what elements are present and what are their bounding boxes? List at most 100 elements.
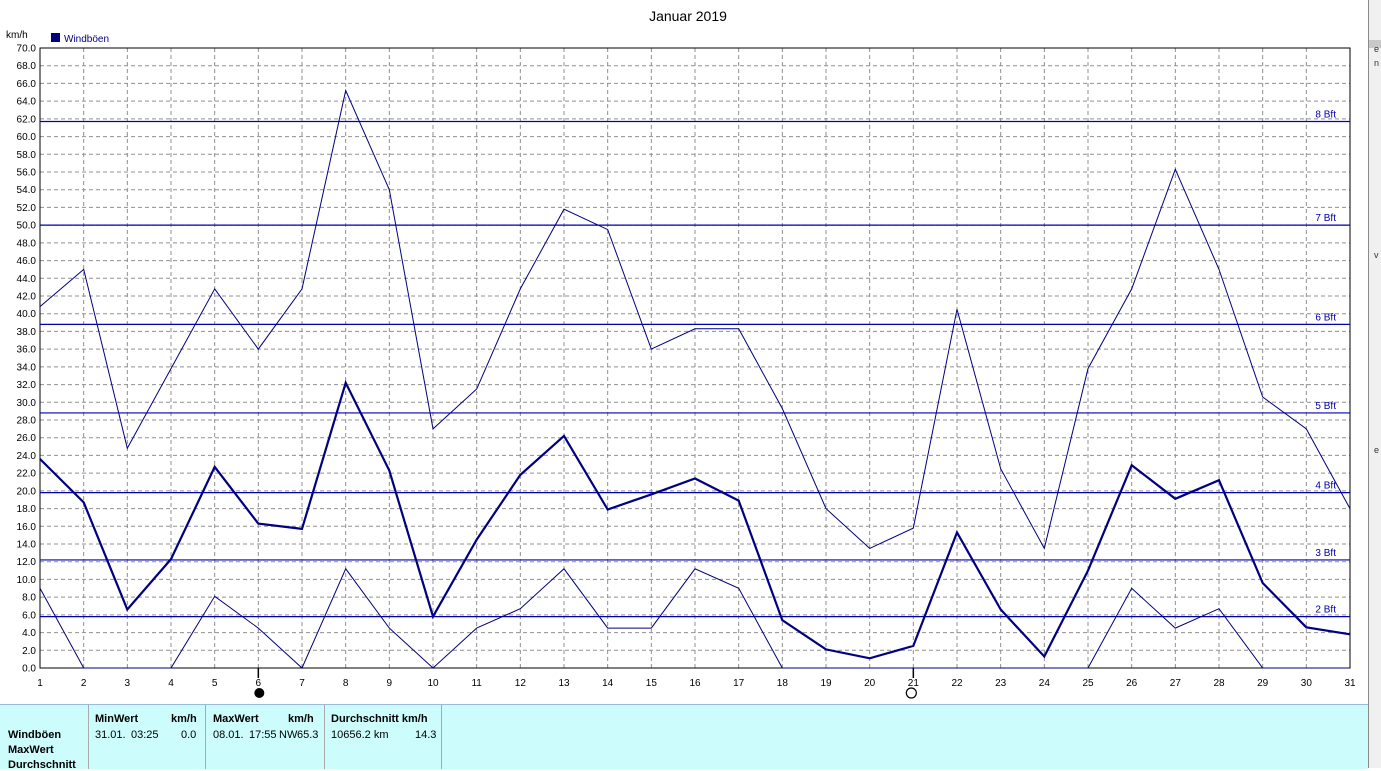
y-tick-label: 68.0 (17, 61, 37, 72)
y-tick-label: 38.0 (17, 327, 37, 338)
x-tick-label: 8 (343, 678, 349, 689)
x-tick-label: 18 (777, 678, 789, 689)
x-tick-label: 21 (908, 678, 920, 689)
y-tick-label: 16.0 (17, 522, 37, 533)
x-tick-label: 20 (864, 678, 876, 689)
x-tick-label: 2 (81, 678, 87, 689)
x-tick-label: 30 (1301, 678, 1313, 689)
x-tick-label: 27 (1170, 678, 1182, 689)
x-tick-label: 22 (951, 678, 963, 689)
y-tick-label: 12.0 (17, 557, 37, 568)
y-tick-label: 2.0 (22, 646, 36, 657)
adjacent-window-edge: e n v e (1368, 0, 1381, 768)
series-line-min (39, 567, 1350, 669)
x-tick-label: 24 (1039, 678, 1051, 689)
beaufort-label: 4 Bft (1315, 481, 1336, 492)
max-time: 17:55 (249, 729, 277, 741)
y-tick-label: 14.0 (17, 540, 37, 551)
strip-char: e (1374, 445, 1380, 455)
y-tick-label: 48.0 (17, 238, 37, 249)
x-tick-label: 9 (387, 678, 393, 689)
series-line-mean (39, 379, 1351, 660)
beaufort-label: 5 Bft (1315, 401, 1336, 412)
chart-title: Januar 2019 (649, 8, 727, 24)
y-tick-label: 0.0 (22, 664, 36, 675)
min-column: MinWert km/h 31.01. 03:25 0.0 (88, 705, 205, 769)
x-tick-label: 12 (515, 678, 527, 689)
x-tick-label: 7 (299, 678, 305, 689)
x-tick-label: 16 (689, 678, 701, 689)
avg-column: Durchschnitt km/h 10656.2 km 14.3 (324, 705, 442, 769)
strip-char: v (1374, 250, 1379, 260)
y-tick-label: 32.0 (17, 380, 37, 391)
max-unit: km/h (288, 713, 314, 725)
x-tick-label: 5 (212, 678, 218, 689)
wind-gust-chart: Januar 2019 km/h Windböen 0.0 2.0 4.0 6.0 8.… (6, 8, 1356, 699)
strip-bar (1369, 40, 1381, 48)
avg-distance: 10656.2 km (331, 729, 389, 741)
max-date: 08.01. (213, 729, 244, 741)
row-label-gusts: Windböen (8, 729, 62, 741)
beaufort-label: 8 Bft (1315, 110, 1336, 121)
new-moon-icon (254, 688, 265, 698)
y-tick-label: 24.0 (17, 451, 37, 462)
x-tick-label: 25 (1082, 678, 1094, 689)
x-tick-label: 14 (602, 678, 614, 689)
y-tick-label: 46.0 (17, 256, 37, 267)
beaufort-label: 7 Bft (1315, 213, 1336, 224)
x-tick-label: 19 (820, 678, 832, 689)
min-header: MinWert (95, 713, 139, 725)
min-time: 03:25 (131, 729, 159, 741)
min-value: 0.0 (181, 729, 197, 741)
x-tick-label: 28 (1213, 678, 1225, 689)
strip-char: e (1374, 44, 1380, 54)
row-label-max: MaxWert (8, 744, 54, 756)
y-tick-label: 40.0 (17, 309, 37, 320)
plot-frame (39, 47, 1351, 669)
x-tick-label: 13 (558, 678, 570, 689)
full-moon-icon (905, 687, 917, 699)
y-axis-unit: km/h (6, 30, 28, 41)
y-tick-label: 30.0 (17, 398, 37, 409)
y-tick-label: 20.0 (17, 486, 37, 497)
x-tick-label: 31 (1344, 678, 1356, 689)
avg-value: 14.3 (415, 729, 437, 741)
y-tick-label: 8.0 (22, 593, 36, 604)
y-tick-label: 54.0 (17, 185, 37, 196)
y-tick-label: 50.0 (17, 221, 37, 232)
max-column: MaxWert km/h 08.01. 17:55 NW 65.3 (205, 705, 325, 769)
x-tick-label: 11 (471, 678, 482, 689)
y-tick-label: 10.0 (17, 575, 37, 586)
avg-header: Durchschnitt km/h (331, 713, 428, 725)
y-tick-label: 64.0 (17, 97, 37, 108)
legend-label: Windböen (64, 34, 109, 45)
y-tick-label: 18.0 (17, 504, 37, 515)
y-tick-label: 6.0 (22, 610, 36, 621)
x-tick-label: 10 (427, 678, 439, 689)
min-date: 31.01. (95, 729, 126, 741)
x-tick-label: 29 (1257, 678, 1269, 689)
y-tick-label: 26.0 (17, 433, 37, 444)
beaufort-label: 3 Bft (1315, 548, 1336, 559)
max-direction: NW (279, 729, 298, 741)
beaufort-label: 2 Bft (1315, 605, 1336, 616)
row-label-avg: Durchschnitt (8, 759, 76, 771)
series-line-max (39, 88, 1351, 550)
x-tick-label: 15 (646, 678, 658, 689)
x-tick-label: 3 (125, 678, 131, 689)
y-tick-label: 42.0 (17, 292, 37, 303)
strip-char: n (1374, 58, 1380, 68)
beaufort-label: 6 Bft (1315, 312, 1336, 323)
x-tick-label: 26 (1126, 678, 1138, 689)
plot-area: 0.0 2.0 4.0 6.0 8.0 10.0 12.0 14.0 16.0 18.0 20.0 2… (17, 44, 1356, 699)
y-tick-label: 66.0 (17, 79, 37, 90)
x-tick-label: 23 (995, 678, 1007, 689)
y-tick-label: 44.0 (17, 274, 37, 285)
y-tick-label: 52.0 (17, 203, 37, 214)
y-tick-label: 28.0 (17, 416, 37, 427)
statistics-panel: Windböen MaxWert Durchschnitt MinWert km… (0, 704, 1368, 771)
x-tick-label: 4 (168, 678, 174, 689)
legend-swatch (51, 33, 60, 42)
x-tick-label: 6 (256, 678, 262, 689)
y-tick-label: 34.0 (17, 362, 37, 373)
